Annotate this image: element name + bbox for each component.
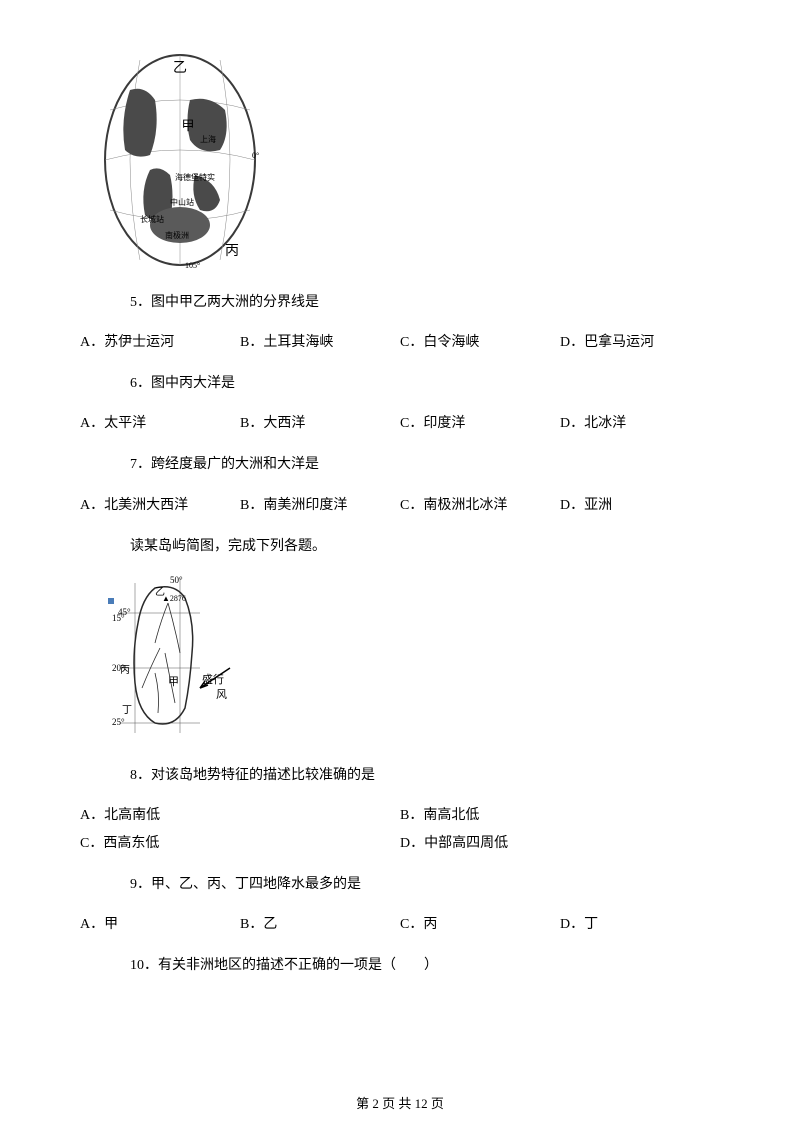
q6-text: 图中丙大洋是: [151, 376, 235, 391]
q10-text: 有关非洲地区的描述不正确的一项是（ ）: [158, 958, 438, 973]
figure-island: 45° 50° 15° 20° 25° ▲2876 甲 乙 丙 丁 盛行 风: [110, 573, 240, 743]
q7-opt-a: A．北美洲大西洋: [80, 492, 240, 520]
q6-number: 6．: [130, 376, 151, 391]
question-10: 10．有关非洲地区的描述不正确的一项是（ ）: [130, 953, 720, 978]
q5-options: A．苏伊士运河 B．土耳其海峡 C．白令海峡 D．巴拿马运河: [80, 329, 720, 357]
q6-opt-d: D．北冰洋: [560, 410, 720, 438]
q8-opt-b: B．南高北低: [400, 802, 720, 830]
q5-number: 5．: [130, 295, 151, 310]
q9-opt-b: B．乙: [240, 911, 400, 939]
label-peak: ▲2876: [162, 594, 186, 603]
q9-text: 甲、乙、丙、丁四地降水最多的是: [151, 877, 361, 892]
label-d25: 25°: [112, 717, 125, 727]
q9-opt-a: A．甲: [80, 911, 240, 939]
label-yi2: 乙: [155, 586, 165, 598]
q6-options: A．太平洋 B．大西洋 C．印度洋 D．北冰洋: [80, 410, 720, 438]
blue-marker: [108, 598, 114, 604]
label-ding2: 丁: [122, 705, 132, 716]
label-place4: 长城站: [140, 214, 164, 224]
q6-opt-a: A．太平洋: [80, 410, 240, 438]
q8-number: 8．: [130, 768, 151, 783]
question-7: 7．跨经度最广的大洲和大洋是: [130, 452, 720, 477]
page-footer: 第 2 页 共 12 页: [0, 1093, 800, 1112]
label-wind2: 风: [216, 688, 227, 701]
question-9: 9．甲、乙、丙、丁四地降水最多的是: [130, 872, 720, 897]
q6-opt-c: C．印度洋: [400, 410, 560, 438]
q7-options: A．北美洲大西洋 B．南美洲印度洋 C．南极洲北冰洋 D．亚洲: [80, 492, 720, 520]
label-place5: 南极洲: [165, 230, 189, 240]
label-bing2: 丙: [120, 665, 130, 676]
label-wind1: 盛行: [202, 672, 224, 686]
q10-number: 10．: [130, 958, 158, 973]
q7-text: 跨经度最广的大洲和大洋是: [151, 457, 319, 472]
label-place2: 海德堡特实: [175, 172, 215, 182]
q7-opt-b: B．南美洲印度洋: [240, 492, 400, 520]
label-bing: 丙: [225, 244, 239, 259]
q9-number: 9．: [130, 877, 151, 892]
q7-opt-c: C．南极洲北冰洋: [400, 492, 560, 520]
q8-options: A．北高南低 B．南高北低 C．西高东低 D．中部高四周低: [80, 802, 720, 858]
q6-opt-b: B．大西洋: [240, 410, 400, 438]
q5-text: 图中甲乙两大洲的分界线是: [151, 295, 319, 310]
label-d15: 15°: [112, 613, 125, 623]
q9-options: A．甲 B．乙 C．丙 D．丁: [80, 911, 720, 939]
question-6: 6．图中丙大洋是: [130, 371, 720, 396]
q8-opt-a: A．北高南低: [80, 802, 400, 830]
q5-opt-a: A．苏伊士运河: [80, 329, 240, 357]
q8-opt-c: C．西高东低: [80, 830, 400, 858]
q5-opt-b: B．土耳其海峡: [240, 329, 400, 357]
label-deg0: 0°: [252, 151, 259, 160]
q7-opt-d: D．亚洲: [560, 492, 720, 520]
figure-globe: 乙 甲 上海 0° 海德堡特实 中山站 长城站 南极洲 丙 105°: [100, 50, 260, 270]
q9-opt-d: D．丁: [560, 911, 720, 939]
label-deg105: 105°: [185, 261, 200, 270]
question-5: 5．图中甲乙两大洲的分界线是: [130, 290, 720, 315]
q5-opt-c: C．白令海峡: [400, 329, 560, 357]
label-d50: 50°: [170, 575, 183, 585]
q9-opt-c: C．丙: [400, 911, 560, 939]
label-jia: 甲: [181, 118, 194, 133]
q8-opt-d: D．中部高四周低: [400, 830, 720, 858]
question-8: 8．对该岛地势特征的描述比较准确的是: [130, 763, 720, 788]
q8-text: 对该岛地势特征的描述比较准确的是: [151, 768, 375, 783]
q5-opt-d: D．巴拿马运河: [560, 329, 720, 357]
label-place3: 中山站: [170, 197, 194, 207]
label-jia2: 甲: [168, 676, 179, 688]
intro-2: 读某岛屿简图，完成下列各题。: [130, 534, 720, 559]
label-place1: 上海: [200, 134, 216, 144]
label-yi: 乙: [173, 60, 187, 76]
q7-number: 7．: [130, 457, 151, 472]
